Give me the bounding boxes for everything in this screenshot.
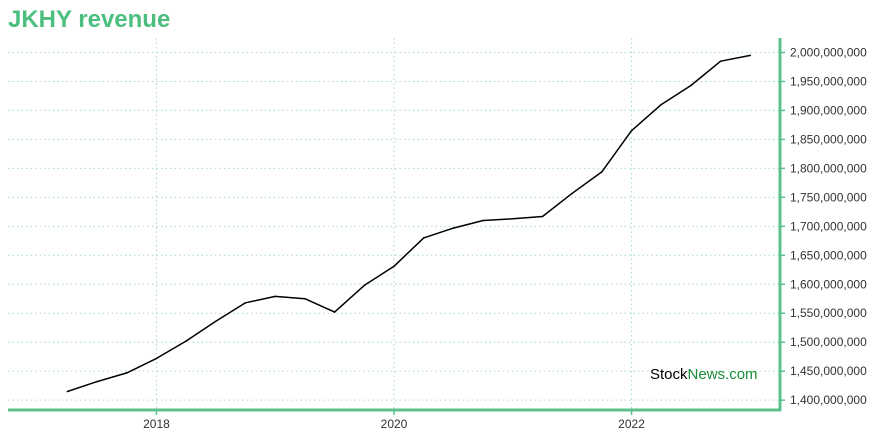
data-point bbox=[393, 265, 395, 268]
y-tick-label: 1,700,000,000 bbox=[790, 219, 867, 233]
y-tick-label: 1,850,000,000 bbox=[790, 132, 867, 146]
y-tick-label: 1,400,000,000 bbox=[790, 393, 867, 407]
y-tick-label: 1,800,000,000 bbox=[790, 161, 867, 175]
data-point bbox=[660, 103, 662, 106]
data-point bbox=[274, 295, 277, 298]
watermark: StockNews.com bbox=[650, 366, 758, 383]
y-tick-label: 1,600,000,000 bbox=[790, 277, 867, 291]
watermark-part3: .com bbox=[725, 366, 758, 383]
data-point bbox=[155, 357, 158, 360]
data-point bbox=[571, 192, 573, 195]
data-point bbox=[452, 227, 455, 229]
data-point bbox=[363, 284, 366, 287]
y-tick-label: 1,950,000,000 bbox=[790, 74, 867, 88]
x-tick-label: 2020 bbox=[381, 417, 408, 431]
watermark-part1: Stock bbox=[650, 366, 688, 383]
watermark-part2: News bbox=[687, 366, 726, 383]
data-point bbox=[96, 380, 98, 383]
x-tick-label: 2022 bbox=[618, 417, 645, 431]
data-point bbox=[333, 311, 336, 313]
data-point bbox=[512, 218, 514, 220]
data-point bbox=[185, 340, 187, 342]
data-point bbox=[690, 84, 692, 87]
data-point bbox=[126, 372, 128, 374]
series-line bbox=[67, 54, 751, 393]
y-tick-label: 1,750,000,000 bbox=[790, 190, 867, 204]
data-point bbox=[541, 215, 544, 218]
data-point bbox=[630, 129, 633, 132]
y-tick-label: 1,550,000,000 bbox=[790, 306, 867, 320]
y-tick-label: 1,500,000,000 bbox=[790, 335, 867, 349]
y-tick-label: 1,450,000,000 bbox=[790, 364, 867, 378]
series-group bbox=[66, 54, 752, 393]
y-tick-label: 1,650,000,000 bbox=[790, 248, 867, 262]
data-point bbox=[482, 219, 484, 222]
chart-title: JKHY revenue bbox=[8, 6, 171, 33]
y-axis-ticks: 1,400,000,000 1,450,000,000 1,500,000,000 1… bbox=[790, 45, 867, 407]
axes bbox=[8, 38, 785, 415]
x-tick-label: 2018 bbox=[143, 417, 170, 431]
grid-lines bbox=[8, 38, 780, 410]
data-point bbox=[422, 237, 425, 239]
data-point bbox=[66, 390, 69, 393]
x-axis-ticks: 2018 2020 2022 bbox=[143, 417, 645, 431]
data-point bbox=[304, 297, 306, 300]
data-point bbox=[601, 171, 603, 173]
y-tick-label: 2,000,000,000 bbox=[790, 45, 867, 59]
y-tick-label: 1,900,000,000 bbox=[790, 103, 867, 117]
data-point bbox=[719, 60, 722, 62]
data-point bbox=[749, 54, 752, 57]
data-point bbox=[244, 302, 247, 304]
data-point bbox=[215, 320, 217, 323]
